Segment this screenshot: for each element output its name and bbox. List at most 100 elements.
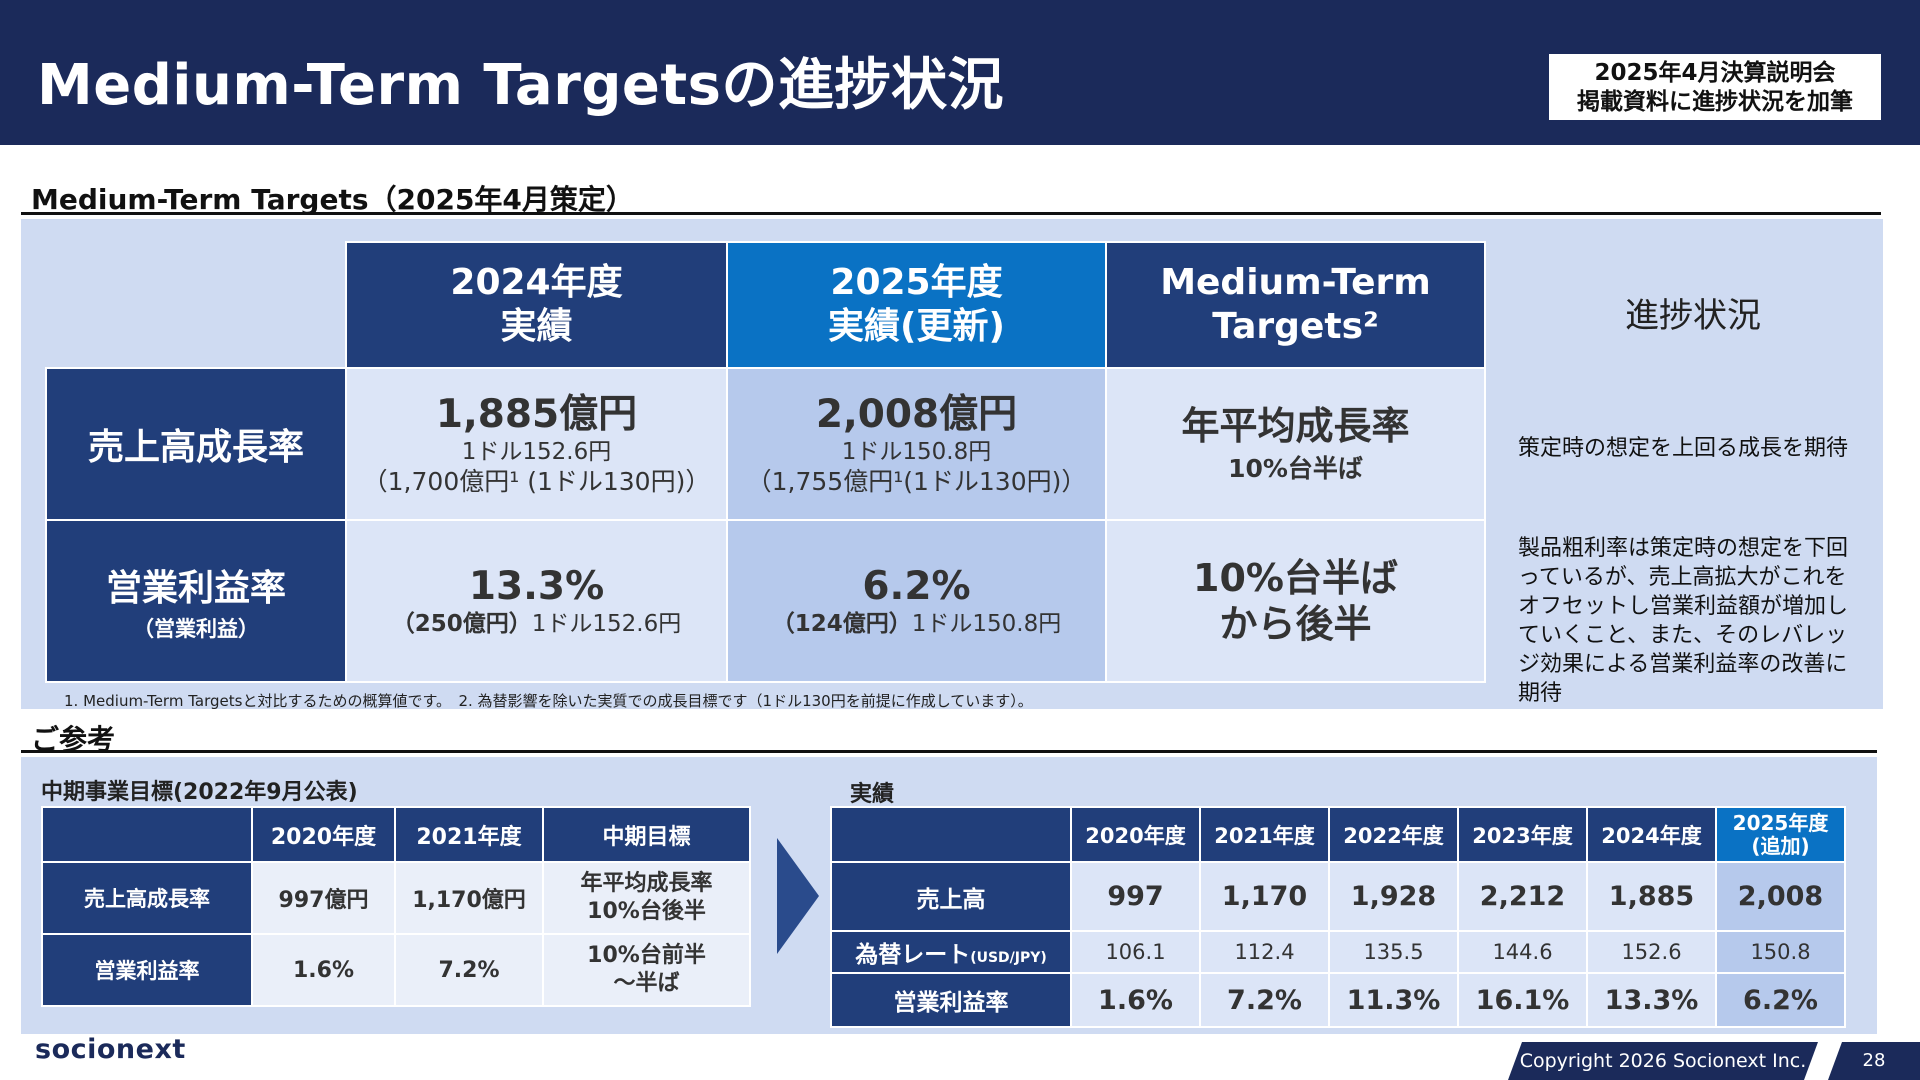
table-cell: 135.5 xyxy=(1328,930,1459,974)
row-header: 営業利益率 xyxy=(830,972,1072,1028)
table-cell: 1,170 xyxy=(1199,861,1330,932)
cell-sales-fy2024: 1,885億円 1ドル152.6円 （1,700億円¹ (1ドル130円)） xyxy=(345,367,728,521)
table-cell: 106.1 xyxy=(1070,930,1201,974)
update-note-box: 2025年4月決算説明会 掲載資料に進捗状況を加筆 xyxy=(1547,52,1883,122)
col-header: 2023年度 xyxy=(1457,806,1588,863)
section-title-targets: Medium-Term Targets（2025年4月策定） xyxy=(31,183,634,216)
cell-main-value: 2,008億円 xyxy=(815,392,1018,437)
row-header-op-margin: 営業利益率 （営業利益） xyxy=(45,519,347,683)
cell-sales-target: 年平均成長率 10%台半ば xyxy=(1105,367,1486,521)
table-cell: 150.8 xyxy=(1715,930,1846,974)
table-cell: 13.3% xyxy=(1586,972,1717,1028)
section-divider xyxy=(21,212,1881,215)
corner-cell xyxy=(41,806,253,863)
table-cell: 997 xyxy=(1070,861,1201,932)
table-cell: 144.6 xyxy=(1457,930,1588,974)
col-header-line2: 実績 xyxy=(500,306,573,347)
copyright-bar: Copyright 2026 Socionext Inc. xyxy=(1508,1042,1818,1080)
cell-sales-fy2025: 2,008億円 1ドル150.8円 （1,755億円¹(1ドル130円)） xyxy=(726,367,1107,521)
cell-exchange-rate: 1ドル150.8円 xyxy=(841,439,992,465)
targets-table: 2024年度 実績 2025年度 実績(更新) Medium-Term Targ… xyxy=(45,241,1486,683)
page-title: Medium-Term Targetsの進捗状況 xyxy=(37,53,1004,118)
cell-main-value: 1,885億円 xyxy=(435,392,638,437)
row-header: 為替レート(USD/JPY) xyxy=(830,930,1072,974)
col-header-line1: 2025年度 xyxy=(830,262,1003,303)
update-note-line2: 掲載資料に進捗状況を加筆 xyxy=(1577,89,1853,115)
row-header-sales-growth: 売上高成長率 xyxy=(45,367,347,521)
row-header-sublabel: （営業利益） xyxy=(133,617,259,641)
update-note-line1: 2025年4月決算説明会 xyxy=(1594,60,1836,86)
table-cell: 1,885 xyxy=(1586,861,1717,932)
table-cell-target: 年平均成長率 10%台後半 xyxy=(542,861,751,935)
col-header-fy2025: 2025年度 (追加) xyxy=(1715,806,1846,863)
table-cell: 7.2% xyxy=(1199,972,1330,1028)
header-bar: Medium-Term Targetsの進捗状況 2025年4月決算説明会 掲載… xyxy=(0,0,1920,145)
actuals-table: 2020年度 2021年度 2022年度 2023年度 2024年度 2025年… xyxy=(830,806,1846,1028)
table-cell: 6.2% xyxy=(1715,972,1846,1028)
col-header: 2020年度 xyxy=(251,806,396,863)
col-header: 2021年度 xyxy=(1199,806,1330,863)
progress-header: 進捗状況 xyxy=(1625,296,1761,336)
col-header-line2: Targets² xyxy=(1212,306,1379,347)
footnote: 1. Medium-Term Targetsと対比するための概算値です。 2. … xyxy=(64,692,1033,710)
table-cell: 11.3% xyxy=(1328,972,1459,1028)
row-label-unit: (USD/JPY) xyxy=(970,950,1047,966)
corner-cell xyxy=(830,806,1072,863)
col-header-fy2025: 2025年度 実績(更新) xyxy=(726,241,1107,369)
table-cell: 152.6 xyxy=(1586,930,1717,974)
company-logo: socionext xyxy=(35,1034,186,1065)
row-header: 売上高 xyxy=(830,861,1072,932)
cell-exchange-rate: 1ドル152.6円 xyxy=(461,439,612,465)
table-cell: 2,212 xyxy=(1457,861,1588,932)
table-cell: 1,170億円 xyxy=(394,861,544,935)
midterm-plan-table: 2020年度 2021年度 中期目標 売上高成長率 997億円 1,170億円 … xyxy=(41,806,751,1007)
cell-exchange-rate: 1ドル152.6円 xyxy=(531,610,682,637)
row-label: 為替レート xyxy=(855,942,971,968)
col-header-targets: Medium-Term Targets² xyxy=(1105,241,1486,369)
col-header-line1: 2025年度 xyxy=(1732,810,1829,835)
midterm-plan-title: 中期事業目標(2022年9月公表) xyxy=(41,780,358,805)
cell-main-value: 6.2% xyxy=(862,563,971,609)
col-header-line1: 2024年度 xyxy=(450,262,623,303)
target-line2: ～半ば xyxy=(613,971,680,996)
cell-margin-fy2024: 13.3% （250億円）1ドル152.6円 xyxy=(345,519,728,683)
table-cell: 2,008 xyxy=(1715,861,1846,932)
table-cell: 16.1% xyxy=(1457,972,1588,1028)
col-header: 2020年度 xyxy=(1070,806,1201,863)
cell-profit-amount: （250億円） xyxy=(391,610,532,637)
table-cell: 112.4 xyxy=(1199,930,1330,974)
row-label: 営業利益率 xyxy=(893,990,1009,1016)
page-number: 28 xyxy=(1828,1042,1920,1080)
cell-target-sub: 10%台半ば xyxy=(1228,454,1363,483)
table-cell: 1.6% xyxy=(1070,972,1201,1028)
col-header: 2022年度 xyxy=(1328,806,1459,863)
col-header: 中期目標 xyxy=(542,806,751,863)
cell-profit-amount: （124億円） xyxy=(771,610,912,637)
cell-adjusted-value: （1,755億円¹(1ドル130円)） xyxy=(746,467,1087,496)
actuals-title: 実績 xyxy=(850,782,895,807)
table-cell: 1,928 xyxy=(1328,861,1459,932)
table-row: 営業利益率 1.6% 7.2% 11.3% 16.1% 13.3% 6.2% xyxy=(830,972,1846,1028)
corner-cell xyxy=(46,242,346,368)
progress-margin-text: 製品粗利率は策定時の想定を下回っているが、売上高拡大がこれをオフセットし営業利益… xyxy=(1518,536,1849,706)
cell-target-line1: 10%台半ば xyxy=(1193,556,1398,600)
target-line1: 年平均成長率 xyxy=(580,871,713,896)
cell-margin-fy2025: 6.2% （124億円）1ドル150.8円 xyxy=(726,519,1107,683)
table-row: 為替レート(USD/JPY) 106.1 112.4 135.5 144.6 1… xyxy=(830,930,1846,974)
table-cell: 7.2% xyxy=(394,933,544,1007)
row-label: 売上高 xyxy=(916,886,986,913)
col-header: 2024年度 xyxy=(1586,806,1717,863)
cell-target-main: 年平均成長率 xyxy=(1181,404,1410,448)
row-header: 売上高成長率 xyxy=(41,861,253,935)
section-divider xyxy=(21,750,1877,753)
col-header-line2: 実績(更新) xyxy=(828,306,1005,347)
cell-exchange-rate: 1ドル150.8円 xyxy=(911,610,1062,637)
target-line1: 10%台前半 xyxy=(587,943,706,968)
table-cell-target: 10%台前半 ～半ば xyxy=(542,933,751,1007)
chevron-right-icon xyxy=(777,838,819,954)
cell-adjusted-value: （1,700億円¹ (1ドル130円)） xyxy=(362,467,711,496)
col-header-line1: Medium-Term xyxy=(1160,262,1431,303)
row-header-label: 売上高成長率 xyxy=(87,427,304,468)
table-cell: 1.6% xyxy=(251,933,396,1007)
col-header-fy2024: 2024年度 実績 xyxy=(345,241,728,369)
